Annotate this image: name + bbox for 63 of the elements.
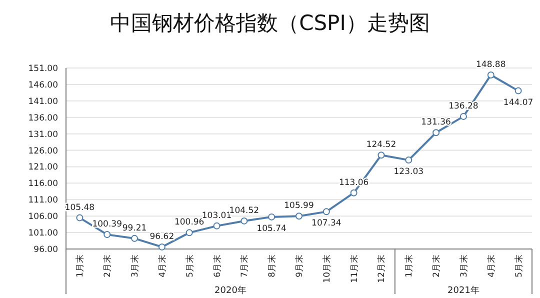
point (378, 152, 385, 159)
data-label: 100.96 (174, 218, 204, 228)
point (158, 243, 166, 250)
y-tick-label: 151.00 (28, 64, 58, 74)
point (487, 71, 494, 78)
x-tick-label: 1月末 (74, 254, 86, 278)
x-tick-label: 3月末 (458, 254, 470, 278)
y-tick-label: 116.00 (28, 179, 58, 190)
y-tick-label: 131.00 (28, 130, 58, 140)
chart-title: 中国钢材价格指数（CSPI）走势图 (110, 11, 430, 35)
data-label: 103.01 (202, 210, 232, 221)
x-tick-label: 4月末 (486, 254, 497, 278)
point (405, 156, 412, 164)
point (213, 222, 220, 230)
x-tick-label: 12月末 (376, 254, 388, 283)
y-tick-label: 146.00 (28, 80, 58, 90)
data-label: 104.52 (229, 206, 260, 216)
data-label: 144.07 (503, 98, 534, 108)
data-label: 148.88 (476, 60, 506, 70)
data-label: 96.62 (150, 232, 174, 242)
x-tick-label: 8月末 (266, 254, 278, 278)
data-label: 107.34 (312, 218, 342, 229)
x-tick-label: 6月末 (212, 254, 223, 278)
point (432, 129, 440, 136)
point (350, 189, 358, 196)
x-tick-label: 7月末 (239, 254, 250, 278)
x-tick-label: 3月末 (130, 254, 141, 278)
y-tick-label: 141.00 (28, 96, 58, 107)
point (514, 87, 522, 94)
x-tick-label: 1月末 (404, 254, 415, 278)
y-tick-label: 101.00 (28, 228, 58, 239)
point (131, 234, 138, 242)
x-tick-label: 2月末 (431, 254, 442, 278)
point (322, 208, 330, 216)
data-label: 131.36 (421, 118, 451, 128)
y-tick-label: 126.00 (28, 146, 58, 156)
x-tick-label: 11月末 (348, 254, 360, 283)
data-label: 124.52 (366, 140, 396, 150)
point (460, 112, 467, 120)
x-tick-label: 9月末 (294, 254, 305, 278)
data-label: 105.99 (284, 201, 314, 212)
x-tick-label: 5月末 (184, 254, 196, 278)
y-tick-label: 96.00 (34, 245, 58, 255)
text: 2021年 (448, 285, 480, 296)
x-tick-label: 5月末 (513, 254, 524, 278)
y-tick-label: 136.00 (28, 113, 58, 124)
y-tick-label: 121.00 (28, 162, 58, 173)
point (186, 229, 193, 236)
x-tick-label: 2月末 (102, 254, 114, 278)
y-tick-label: 111.00 (28, 196, 58, 206)
data-label: 99.21 (122, 223, 147, 234)
point (76, 214, 84, 222)
data-label: 100.39 (92, 220, 122, 230)
data-label: 105.74 (256, 224, 286, 234)
data-label: 123.03 (394, 167, 424, 178)
point (240, 217, 248, 224)
point (268, 213, 276, 220)
text: 2020年 (214, 285, 246, 296)
y-tick-label: 106.00 (28, 212, 58, 222)
x-tick-label: 4月末 (156, 254, 168, 278)
point (296, 212, 302, 220)
point (104, 231, 111, 238)
x-tick-label: 10月末 (321, 254, 332, 283)
